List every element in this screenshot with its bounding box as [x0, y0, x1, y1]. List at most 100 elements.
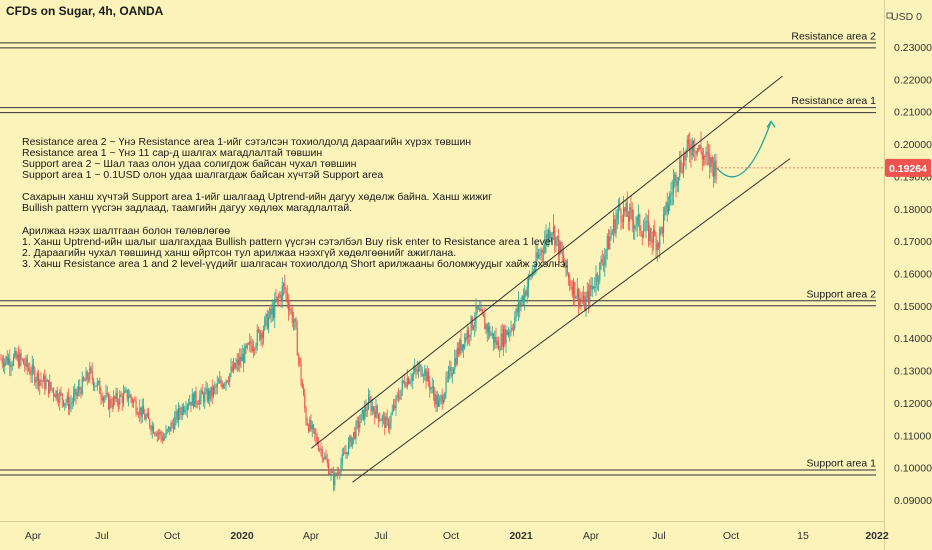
candle-body [11, 364, 13, 366]
candle-body [154, 433, 156, 435]
candle-body [129, 394, 131, 398]
annotation-line: Support area 1 ~ 0.1USD олон удаа шалгаг… [22, 169, 384, 181]
candle-body [71, 401, 73, 404]
candle-body [171, 423, 173, 425]
candle-body [681, 170, 683, 173]
candle-body [601, 259, 603, 264]
candle-body [204, 392, 206, 403]
candle-body [526, 286, 528, 296]
candle-body [396, 395, 398, 397]
candle-body [125, 389, 127, 391]
candle-body [548, 230, 550, 241]
candle-body [181, 406, 183, 415]
candle-body [206, 388, 208, 401]
candle-body [120, 394, 122, 397]
candle-body [200, 390, 202, 397]
candle-body [251, 346, 253, 352]
candle-body [43, 375, 45, 382]
candle-body [715, 160, 717, 180]
candle-body [8, 358, 10, 364]
candle-body [408, 377, 410, 384]
candle-body [418, 366, 420, 372]
candle-body [59, 392, 61, 403]
candle-body [648, 221, 650, 242]
candle-body [343, 453, 345, 455]
candle-body [159, 431, 161, 434]
candle-body [678, 176, 680, 182]
candle-body [79, 386, 81, 390]
candle-body [190, 401, 192, 406]
candle-body [348, 441, 350, 455]
candle-body [574, 281, 576, 299]
candle-body [74, 389, 76, 395]
candle-body [496, 341, 498, 345]
candle-body [270, 308, 272, 315]
candle-body [328, 463, 330, 474]
candle-body [670, 193, 672, 195]
candle-body [614, 219, 616, 234]
candle-body [64, 403, 66, 406]
y-tick-label: 0.17000 [894, 236, 932, 248]
candle-body [58, 399, 60, 403]
candle-body [283, 283, 285, 287]
candle-body [148, 413, 150, 420]
candle-body [409, 381, 411, 384]
candle-body [214, 386, 216, 388]
x-tick-label: Jul [374, 530, 387, 542]
candle-body [659, 229, 661, 248]
candle-body [646, 221, 648, 222]
candle-body [319, 448, 321, 450]
candle-body [661, 227, 663, 234]
candle-body [248, 343, 250, 345]
candle-body [75, 389, 77, 396]
candle-body [651, 239, 653, 243]
candle-body [244, 345, 246, 363]
candle-body [164, 436, 166, 440]
y-tick-label: 0.20000 [894, 139, 932, 151]
candle-body [714, 160, 716, 177]
candle-body [301, 381, 303, 389]
candle-body [354, 432, 356, 439]
candle-body [535, 252, 537, 269]
currency-marker-icon [886, 12, 893, 19]
candle-body [165, 430, 167, 437]
candle-body [439, 398, 441, 402]
candle-body [551, 233, 553, 235]
x-tick-label: Oct [723, 530, 739, 542]
candle-body [589, 285, 591, 304]
candle-body [389, 423, 391, 429]
candle-body [151, 425, 153, 431]
candle-body [514, 317, 516, 329]
candle-body [469, 335, 471, 338]
candle-body [10, 365, 12, 367]
candle-body [655, 235, 657, 251]
candle-body [309, 420, 311, 431]
candle-body [288, 302, 290, 311]
candle-body [60, 392, 62, 394]
candle-body [556, 236, 558, 238]
candle-body [326, 459, 328, 464]
candle-body [236, 359, 238, 364]
candle-body [406, 377, 408, 387]
candle-body [285, 289, 287, 293]
candle-body [696, 148, 698, 154]
candle-body [254, 348, 256, 350]
candle-body [265, 314, 267, 318]
candle-body [145, 416, 147, 420]
candle-body [414, 367, 416, 373]
candle-body [130, 394, 132, 399]
candle-body [391, 410, 393, 415]
candle-body [174, 417, 176, 430]
candle-body [386, 416, 388, 421]
candle-body [375, 405, 377, 418]
candle-body [599, 262, 601, 281]
candle-body [524, 291, 526, 302]
y-tick-label: 0.09000 [894, 495, 932, 507]
candle-body [623, 207, 625, 222]
candle-body [628, 216, 630, 222]
candle-body [585, 297, 587, 311]
y-tick-label: 0.10000 [894, 463, 932, 475]
candle-body [546, 234, 548, 241]
candle-body [701, 152, 703, 160]
candle-body [521, 295, 523, 302]
